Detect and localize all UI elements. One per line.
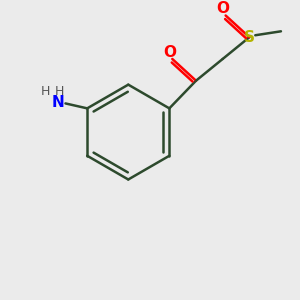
Text: O: O	[163, 45, 176, 60]
Text: H: H	[41, 85, 50, 98]
Text: N: N	[51, 95, 64, 110]
Text: S: S	[244, 30, 255, 45]
Text: O: O	[216, 1, 229, 16]
Text: H: H	[55, 85, 64, 98]
